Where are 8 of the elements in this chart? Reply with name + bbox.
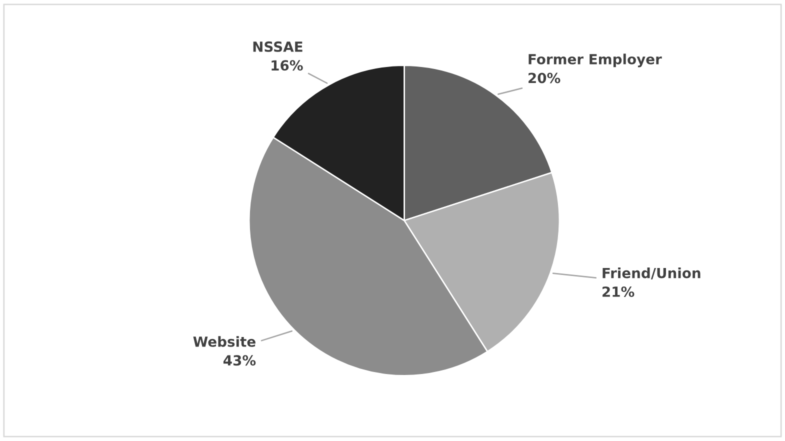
slice-label: Former Employer (528, 54, 662, 68)
slice-label: Friend/Union (602, 268, 700, 280)
data-label: 43% (223, 355, 256, 366)
data-label: 16% (272, 60, 303, 71)
data-label: 21% (602, 286, 634, 297)
slice-label: NSSAE (253, 41, 302, 52)
data-label: 20% (528, 72, 560, 84)
slice-label: Website (193, 336, 256, 347)
